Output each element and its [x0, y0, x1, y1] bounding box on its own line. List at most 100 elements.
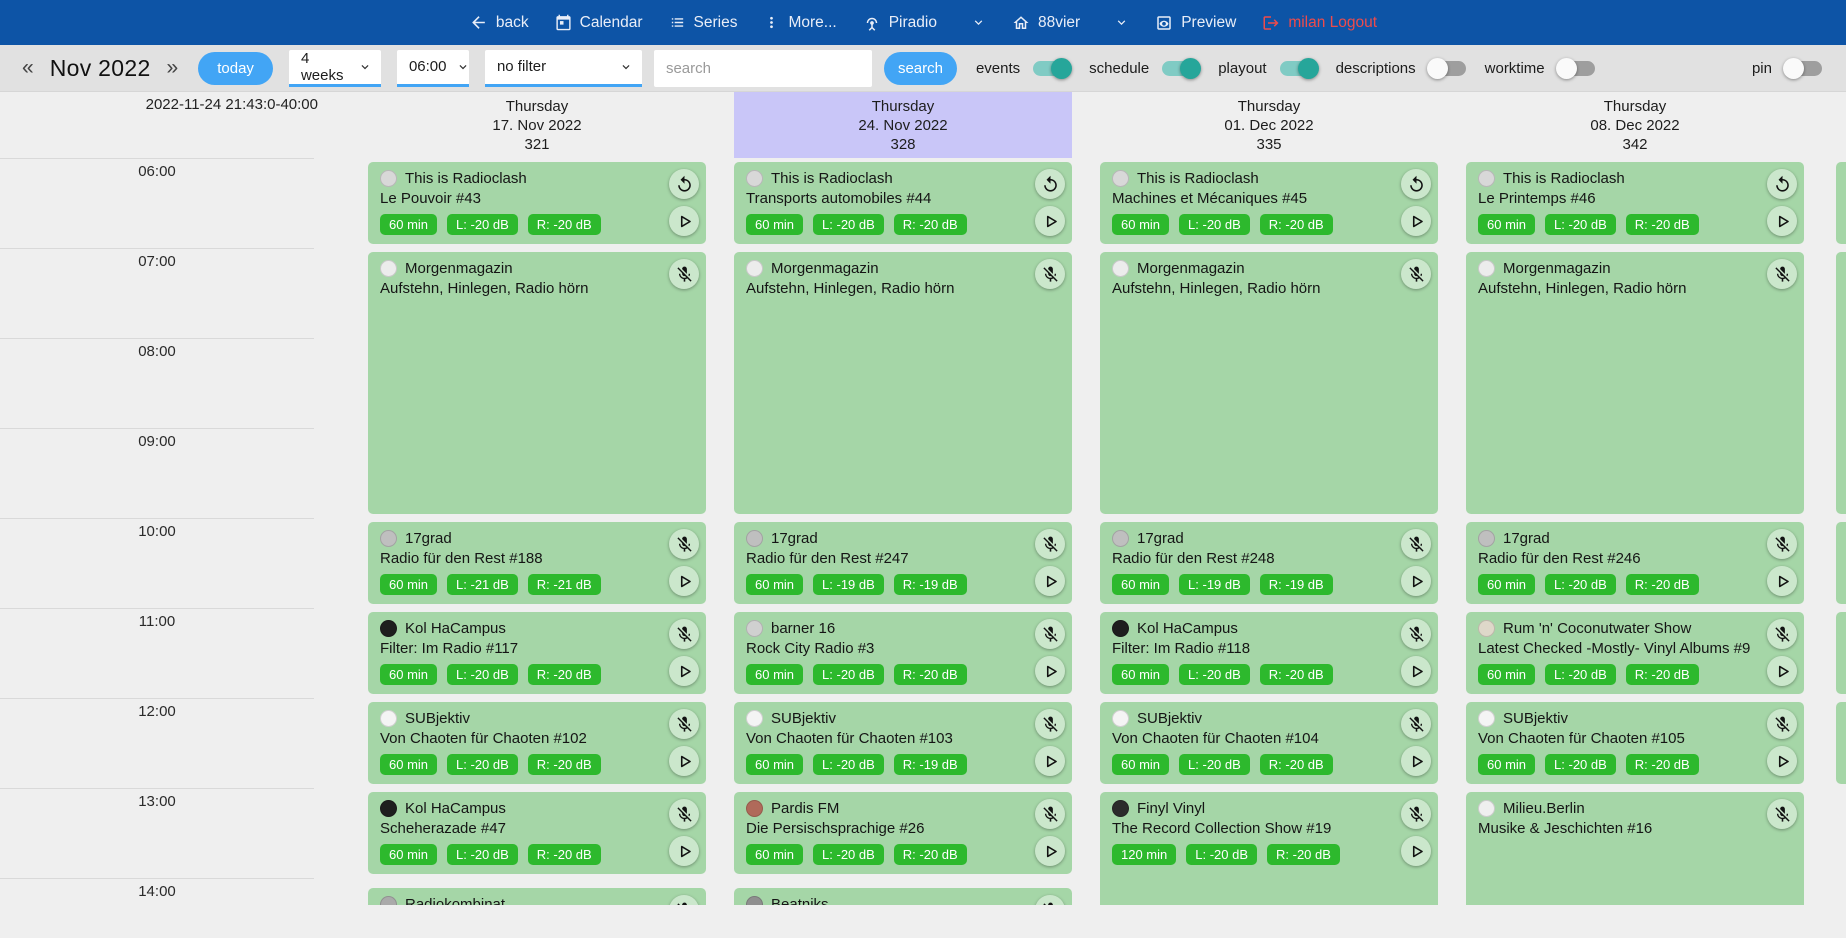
- mic-off-icon[interactable]: [1035, 529, 1065, 559]
- event-card[interactable]: Pardis FM Die Persischsprachige #26 60 min…: [734, 792, 1072, 874]
- event-card[interactable]: Morgenmagazin Aufstehn, Hinlegen, Radio h…: [1466, 252, 1804, 514]
- event-card[interactable]: 17grad Radio für den Rest #247 60 min L: -1…: [734, 522, 1072, 604]
- play-icon[interactable]: [1035, 836, 1065, 866]
- mic-off-icon[interactable]: [669, 799, 699, 829]
- event-card[interactable]: SUBjektiv Von Chaoten für Chaoten #102 60 …: [368, 702, 706, 784]
- next-month-button[interactable]: »: [166, 56, 179, 79]
- pin-toggle-switch[interactable]: [1783, 57, 1822, 79]
- nav-calendar[interactable]: Calendar: [555, 14, 643, 32]
- play-icon[interactable]: [1767, 656, 1797, 686]
- duration-badge: 60 min: [1478, 664, 1536, 685]
- event-card[interactable]: Morgenmagazin Aufstehn, Hinlegen, Radio h…: [734, 252, 1072, 514]
- play-icon[interactable]: [1767, 566, 1797, 596]
- event-card[interactable]: Rum 'n' Coconutwater Show Latest Checked …: [1466, 612, 1804, 694]
- mic-off-icon[interactable]: [669, 259, 699, 289]
- replay-icon[interactable]: [1035, 169, 1065, 199]
- mic-off-icon[interactable]: [669, 709, 699, 739]
- event-card[interactable]: Kol HaCampus Filter: Im Radio #117 60 min L…: [368, 612, 706, 694]
- play-icon[interactable]: [1035, 746, 1065, 776]
- event-card[interactable]: SUBjektiv Von Chaoten für Chaoten #103 60 …: [734, 702, 1072, 784]
- today-button[interactable]: today: [198, 51, 273, 85]
- play-icon[interactable]: [1401, 656, 1431, 686]
- mic-off-icon[interactable]: [1401, 799, 1431, 829]
- mic-off-icon[interactable]: [1035, 709, 1065, 739]
- event-card[interactable]: SUBjektiv Von Chaoten für Chaoten #105 60 …: [1466, 702, 1804, 784]
- logout-button[interactable]: milan Logout: [1262, 14, 1377, 32]
- event-card[interactable]: Beatniks: [734, 888, 1072, 905]
- replay-icon[interactable]: [1401, 169, 1431, 199]
- show-title: Kol HaCampus: [405, 800, 506, 817]
- play-icon[interactable]: [1035, 566, 1065, 596]
- play-icon[interactable]: [669, 566, 699, 596]
- play-icon[interactable]: [1401, 566, 1431, 596]
- nav-more[interactable]: More...: [763, 14, 837, 32]
- event-card[interactable]: Kol HaCampus Filter: Im Radio #118 60 min L…: [1100, 612, 1438, 694]
- preview-button[interactable]: Preview: [1155, 14, 1236, 32]
- start-time-select[interactable]: 06:00: [396, 49, 469, 87]
- event-card[interactable]: SUBjektiv Von Chaoten für Chaoten #104 60 …: [1100, 702, 1438, 784]
- event-card[interactable]: Morgenmagazin Aufstehn, Hinlegen, Radio h…: [368, 252, 706, 514]
- range-select[interactable]: 4 weeks: [288, 49, 381, 87]
- search-button[interactable]: search: [883, 51, 957, 85]
- prev-month-button[interactable]: «: [22, 56, 34, 79]
- event-card[interactable]: This is Radioclash Transports automobiles…: [734, 162, 1072, 244]
- play-icon[interactable]: [669, 746, 699, 776]
- events-toggle-switch[interactable]: [1033, 57, 1073, 79]
- event-card[interactable]: 17grad Radio für den Rest #248 60 min L: -1…: [1100, 522, 1438, 604]
- mic-off-icon[interactable]: [1767, 799, 1797, 829]
- worktime-toggle-switch[interactable]: [1555, 57, 1595, 79]
- event-card[interactable]: This is Radioclash Le Printemps #46 60 min…: [1466, 162, 1804, 244]
- event-card[interactable]: Finyl Vinyl The Record Collection Show #1…: [1100, 792, 1438, 905]
- mic-off-icon[interactable]: [669, 529, 699, 559]
- mic-off-icon[interactable]: [1401, 619, 1431, 649]
- nav-series[interactable]: Series: [669, 14, 737, 32]
- event-card[interactable]: barner 16 Rock City Radio #3 60 min L: -20 …: [734, 612, 1072, 694]
- mic-off-icon[interactable]: [1401, 709, 1431, 739]
- play-icon[interactable]: [1401, 206, 1431, 236]
- descriptions-toggle-switch[interactable]: [1426, 57, 1466, 79]
- play-icon[interactable]: [1035, 206, 1065, 236]
- play-icon[interactable]: [1767, 206, 1797, 236]
- date-label: 01. Dec 2022: [1224, 117, 1314, 134]
- mic-off-icon[interactable]: [1035, 895, 1065, 905]
- event-card[interactable]: Kol HaCampus Scheherazade #47 60 min L: -20…: [368, 792, 706, 874]
- event-card[interactable]: Radiokombinat: [368, 888, 706, 905]
- chevron-down-icon[interactable]: [971, 15, 986, 30]
- play-icon[interactable]: [1401, 746, 1431, 776]
- mic-off-icon[interactable]: [1035, 799, 1065, 829]
- back-button[interactable]: back: [469, 13, 529, 32]
- episode-title: Le Pouvoir #43: [380, 190, 481, 207]
- event-card[interactable]: 17grad Radio für den Rest #188 60 min L: -2…: [368, 522, 706, 604]
- chevron-down-icon[interactable]: [1114, 15, 1129, 30]
- play-icon[interactable]: [1767, 746, 1797, 776]
- duration-badge: 60 min: [380, 844, 438, 865]
- mic-off-icon[interactable]: [1035, 259, 1065, 289]
- play-icon[interactable]: [669, 656, 699, 686]
- mic-off-icon[interactable]: [1035, 619, 1065, 649]
- event-card[interactable]: 17grad Radio für den Rest #246 60 min L: -2…: [1466, 522, 1804, 604]
- play-icon[interactable]: [1035, 656, 1065, 686]
- playout-toggle-switch[interactable]: [1279, 57, 1319, 79]
- mic-off-icon[interactable]: [669, 895, 699, 905]
- mic-off-icon[interactable]: [1767, 259, 1797, 289]
- mic-off-icon[interactable]: [669, 619, 699, 649]
- mic-off-icon[interactable]: [1401, 259, 1431, 289]
- mic-off-icon[interactable]: [1767, 709, 1797, 739]
- mic-off-icon[interactable]: [1767, 619, 1797, 649]
- event-card[interactable]: This is Radioclash Machines et Mécaniques…: [1100, 162, 1438, 244]
- replay-icon[interactable]: [1767, 169, 1797, 199]
- event-card[interactable]: Morgenmagazin Aufstehn, Hinlegen, Radio h…: [1100, 252, 1438, 514]
- search-input[interactable]: [653, 49, 872, 87]
- play-icon[interactable]: [669, 836, 699, 866]
- schedule-toggle-switch[interactable]: [1162, 57, 1202, 79]
- event-card[interactable]: Milieu.Berlin Musike & Jeschichten #16: [1466, 792, 1804, 905]
- channel-dropdown[interactable]: 88vier: [1012, 14, 1129, 32]
- play-icon[interactable]: [669, 206, 699, 236]
- mic-off-icon[interactable]: [1401, 529, 1431, 559]
- mic-off-icon[interactable]: [1767, 529, 1797, 559]
- station-dropdown[interactable]: Piradio: [863, 14, 986, 32]
- event-card[interactable]: This is Radioclash Le Pouvoir #43 60 min L:…: [368, 162, 706, 244]
- play-icon[interactable]: [1401, 836, 1431, 866]
- filter-select[interactable]: no filter: [484, 49, 642, 87]
- replay-icon[interactable]: [669, 169, 699, 199]
